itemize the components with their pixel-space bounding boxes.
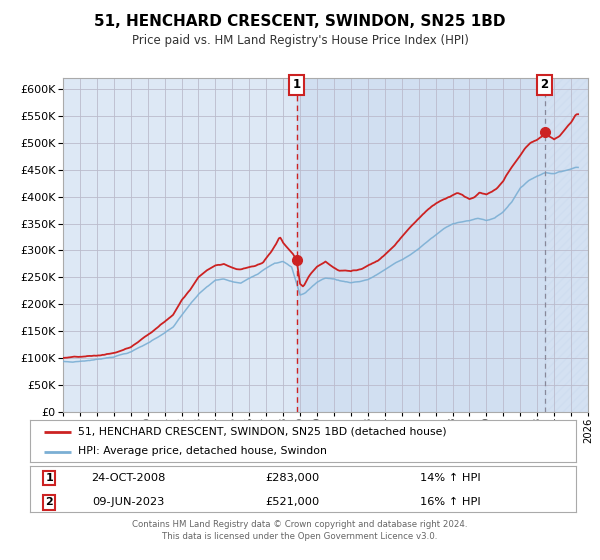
Text: 24-OCT-2008: 24-OCT-2008 xyxy=(91,473,166,483)
Bar xyxy=(545,78,596,412)
Text: £521,000: £521,000 xyxy=(265,497,319,507)
Text: 2: 2 xyxy=(45,497,53,507)
Text: 14% ↑ HPI: 14% ↑ HPI xyxy=(420,473,481,483)
Text: 09-JUN-2023: 09-JUN-2023 xyxy=(92,497,164,507)
Text: 16% ↑ HPI: 16% ↑ HPI xyxy=(420,497,481,507)
Text: This data is licensed under the Open Government Licence v3.0.: This data is licensed under the Open Gov… xyxy=(163,532,437,541)
Text: 51, HENCHARD CRESCENT, SWINDON, SN25 1BD: 51, HENCHARD CRESCENT, SWINDON, SN25 1BD xyxy=(94,14,506,29)
Text: 2: 2 xyxy=(541,78,549,91)
Text: Price paid vs. HM Land Registry's House Price Index (HPI): Price paid vs. HM Land Registry's House … xyxy=(131,34,469,46)
Text: 1: 1 xyxy=(45,473,53,483)
Text: Contains HM Land Registry data © Crown copyright and database right 2024.: Contains HM Land Registry data © Crown c… xyxy=(132,520,468,529)
Text: 51, HENCHARD CRESCENT, SWINDON, SN25 1BD (detached house): 51, HENCHARD CRESCENT, SWINDON, SN25 1BD… xyxy=(78,427,446,437)
Bar xyxy=(297,78,545,412)
Text: £283,000: £283,000 xyxy=(265,473,319,483)
Text: HPI: Average price, detached house, Swindon: HPI: Average price, detached house, Swin… xyxy=(78,446,327,456)
Text: 1: 1 xyxy=(293,78,301,91)
